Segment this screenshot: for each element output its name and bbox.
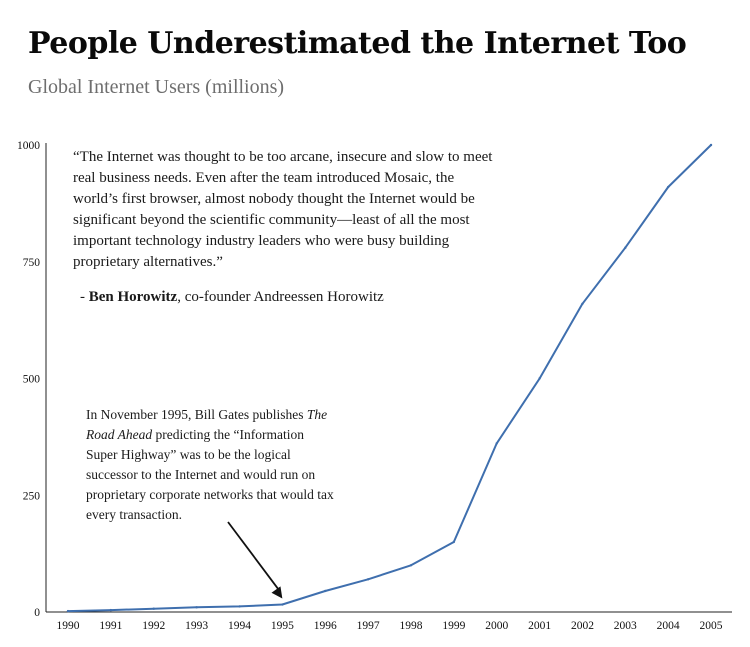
attribution-name: Ben Horowitz [88, 289, 178, 305]
x-tick-label: 1999 [442, 620, 465, 632]
data-point [109, 608, 113, 612]
data-point [452, 540, 456, 544]
y-tick-label: 0 [34, 607, 40, 619]
annotation-note: In November 1995, Bill Gates publishes T… [86, 405, 336, 525]
chart-title: People Underestimated the Internet Too [28, 26, 687, 61]
data-point [624, 246, 627, 249]
x-tick-label: 1997 [357, 620, 380, 632]
data-point [152, 607, 155, 610]
data-point [238, 605, 241, 608]
y-tick-label: 250 [23, 490, 41, 502]
x-tick-label: 2003 [614, 620, 637, 632]
y-tick-label: 500 [23, 374, 41, 386]
y-tick-label: 750 [23, 257, 41, 269]
x-tick-label: 1996 [314, 620, 337, 632]
data-point [324, 589, 327, 593]
x-tick-label: 2004 [657, 620, 680, 632]
chart-subtitle: Global Internet Users (millions) [28, 76, 285, 98]
y-tick-label: 1000 [17, 140, 40, 152]
attribution-role: , co-founder Andreessen Horowitz [177, 289, 384, 305]
x-tick-label: 2001 [528, 620, 551, 632]
annotation-arrowhead [271, 586, 283, 599]
data-point [581, 302, 584, 305]
data-point [66, 609, 70, 613]
data-point [495, 442, 498, 445]
data-point [666, 185, 670, 189]
x-tick-label: 1994 [228, 620, 251, 632]
x-tick-label: 1993 [185, 620, 208, 632]
x-tick-label: 1998 [399, 620, 422, 632]
x-tick-label: 1991 [99, 620, 122, 632]
x-tick-label: 2002 [571, 620, 594, 632]
attribution-prefix: - [80, 289, 89, 305]
data-point [538, 377, 541, 380]
data-point [709, 143, 713, 147]
x-tick-label: 1992 [142, 620, 165, 632]
data-point [409, 564, 413, 567]
data-point [281, 603, 284, 606]
x-tick-label: 1995 [271, 620, 294, 632]
x-tick-label: 1990 [57, 620, 80, 632]
annotation-text-before: In November 1995, Bill Gates publishes [86, 407, 307, 422]
x-tick-label: 2000 [485, 620, 508, 632]
data-point [195, 606, 198, 609]
series-line [67, 144, 712, 613]
quote-attribution: - Ben Horowitz, co-founder Andreessen Ho… [80, 289, 384, 306]
x-tick-label: 2005 [700, 620, 723, 632]
annotation-text-after: predicting the “Information Super Highwa… [86, 427, 334, 522]
annotation-book-title: The Road Ahead [86, 407, 328, 442]
quote-text: “The Internet was thought to be too arca… [73, 149, 493, 270]
data-point [366, 578, 370, 581]
annotation-arrow [227, 521, 281, 592]
